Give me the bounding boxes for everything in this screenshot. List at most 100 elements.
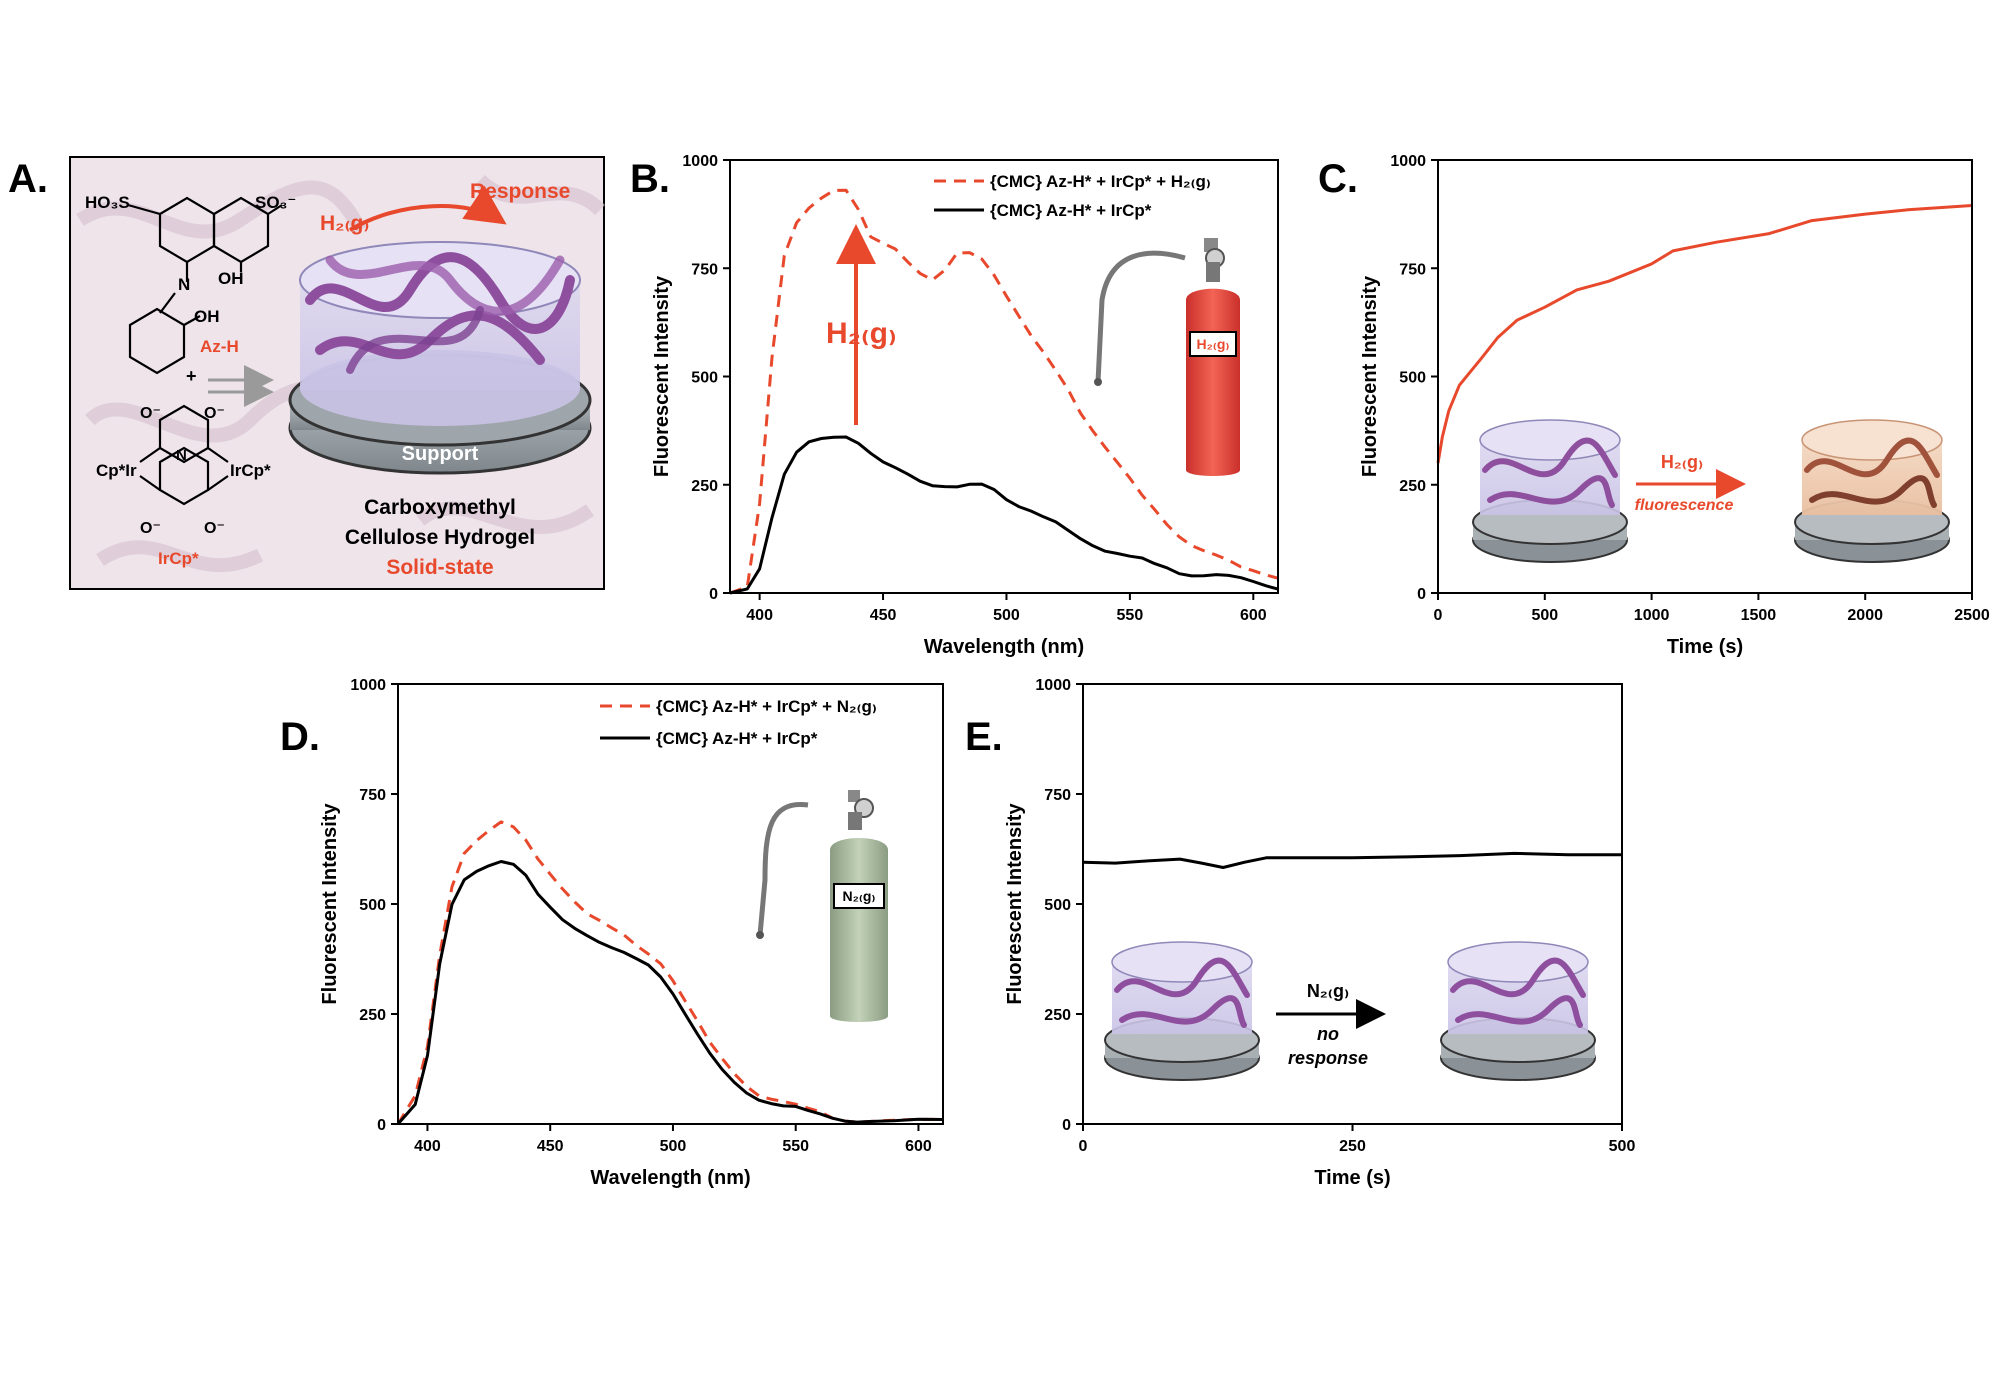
chart-c-xlabel: Time (s) <box>1667 636 1743 658</box>
chart-e-ytick-label: 250 <box>1044 1007 1071 1024</box>
chart-c-ytick-label: 750 <box>1399 261 1426 278</box>
chart-c-ytick-label: 1000 <box>1390 153 1426 170</box>
label-plus: + <box>186 366 197 386</box>
chart-e-xtick-label: 250 <box>1339 1138 1366 1155</box>
label-n-atom: N <box>176 447 187 464</box>
response-arrow <box>348 185 507 232</box>
chart-b-ytick-label: 0 <box>709 586 718 603</box>
chart-b: 400 450 500 550 600 0 250 500 750 1000 Wavelength … <box>651 153 1279 658</box>
label-h2g-arrow: H₂₍g₎ <box>826 317 897 350</box>
label-so3: SO₃⁻ <box>255 193 296 212</box>
chart-e-ytick-label: 500 <box>1044 897 1071 914</box>
chart-e-ylabel: Fluorescent Intensity <box>1004 803 1026 1005</box>
panel-c: C. 0 500 1000 1500 2000 2500 0 250 500 750 1000 Tim… <box>1318 153 1990 658</box>
chart-d: 400 450 500 550 600 0 250 500 750 1000 Wavelength … <box>319 677 944 1189</box>
legend-d-label-1: {CMC} Az-H* + IrCp* + N₂₍g₎ <box>656 697 877 716</box>
label-o-top-left: O⁻ <box>140 405 161 422</box>
chart-b-xtick-label: 500 <box>993 607 1020 624</box>
chart-e-ytick-label: 1000 <box>1035 677 1071 694</box>
panel-b: B. 400 450 500 550 600 0 250 500 750 1000 Waveleng… <box>630 153 1279 658</box>
inset-sublabel-e-1: no <box>1317 1024 1339 1044</box>
inset-gel-before-e <box>1104 941 1260 1081</box>
label-o-top-right: O⁻ <box>204 405 225 422</box>
panel-d: D. 400 450 500 550 600 0 250 500 750 1000 Waveleng… <box>280 677 944 1189</box>
chart-d-ytick-label: 250 <box>359 1007 386 1024</box>
chart-c: 0 500 1000 1500 2000 2500 0 250 500 750 1000 Time (… <box>1359 153 1990 658</box>
inset-sublabel-c: fluorescence <box>1635 497 1734 514</box>
panel-letter-e: E. <box>965 715 1003 759</box>
label-oh-phenol: OH <box>194 307 220 326</box>
chart-e-ytick-label: 750 <box>1044 787 1071 804</box>
chart-d-series-1 <box>396 820 944 1125</box>
chart-b-ylabel: Fluorescent Intensity <box>651 275 673 477</box>
chart-b-ytick-label: 1000 <box>682 153 718 170</box>
label-o-bottom-left: O⁻ <box>140 520 161 537</box>
panel-letter-a: A. <box>8 157 48 201</box>
inset-gel-after-e <box>1440 941 1596 1081</box>
label-imine-n: N <box>178 275 190 294</box>
label-h2g-a: H₂₍g₎ <box>320 212 369 235</box>
chart-c-xtick-label: 2500 <box>1954 607 1990 624</box>
inset-label-e: N₂₍g₎ <box>1307 981 1349 1001</box>
label-ircp: IrCp* <box>158 549 199 568</box>
panel-e: E. 0 250 500 0 250 500 750 1000 Time (s) Fluoresc… <box>965 677 1635 1189</box>
label-ho3s: HO₃S <box>85 193 130 212</box>
legend-b-label-1: {CMC} Az-H* + IrCp* + H₂₍g₎ <box>990 172 1211 191</box>
inset-label-c: H₂₍g₎ <box>1661 452 1703 472</box>
legend-b-label-2: {CMC} Az-H* + IrCp* <box>990 201 1152 220</box>
chart-c-xtick-label: 500 <box>1531 607 1558 624</box>
panel-letter-b: B. <box>630 157 670 201</box>
chart-b-ytick-label: 750 <box>691 261 718 278</box>
chart-c-xtick-label: 1000 <box>1634 607 1670 624</box>
chart-e-xtick-label: 500 <box>1609 1138 1636 1155</box>
chart-d-xtick-label: 450 <box>537 1138 564 1155</box>
chart-d-xtick-label: 600 <box>905 1138 932 1155</box>
label-support: Support <box>402 443 479 465</box>
chart-b-series-1 <box>729 188 1279 595</box>
chart-d-series-2 <box>396 860 944 1125</box>
chart-e: 0 250 500 0 250 500 750 1000 Time (s) Fluorescent… <box>1004 677 1635 1189</box>
chart-d-xtick-label: 400 <box>414 1138 441 1155</box>
caption-line-3: Solid-state <box>386 556 493 579</box>
inset-gel-before-c <box>1472 419 1628 563</box>
chart-b-series-2 <box>729 435 1279 595</box>
ircp-structure <box>139 404 229 506</box>
chart-d-ylabel: Fluorescent Intensity <box>319 803 341 1005</box>
chart-c-ytick-label: 500 <box>1399 370 1426 387</box>
chart-b-xtick-label: 400 <box>746 607 773 624</box>
label-oh-naph: OH <box>218 269 244 288</box>
h2-tank-icon <box>1094 238 1240 476</box>
chart-e-xlabel: Time (s) <box>1314 1167 1390 1189</box>
chart-b-xtick-label: 550 <box>1117 607 1144 624</box>
chart-b-xlabel: Wavelength (nm) <box>924 636 1084 658</box>
caption-line-2: Cellulose Hydrogel <box>345 526 535 549</box>
chart-d-xtick-label: 500 <box>660 1138 687 1155</box>
tank-label-n2: N₂₍g₎ <box>843 888 876 904</box>
label-ircp-right: IrCp* <box>230 461 271 480</box>
chart-c-ytick-label: 0 <box>1417 586 1426 603</box>
hydrogel-illustration <box>288 241 592 475</box>
inset-sublabel-e-2: response <box>1288 1048 1368 1068</box>
inset-gel-after-c <box>1794 419 1950 563</box>
chart-c-xtick-label: 2000 <box>1847 607 1883 624</box>
chart-b-ytick-label: 250 <box>691 478 718 495</box>
chart-c-xtick-label: 0 <box>1434 607 1443 624</box>
chart-d-xlabel: Wavelength (nm) <box>590 1167 750 1189</box>
chart-d-ytick-label: 500 <box>359 897 386 914</box>
chart-c-xtick-label: 1500 <box>1741 607 1777 624</box>
azh-structure <box>127 196 283 375</box>
chart-c-series-1 <box>1436 204 1973 464</box>
label-azh: Az-H <box>200 337 239 356</box>
chart-b-xtick-label: 600 <box>1240 607 1267 624</box>
chart-c-ytick-label: 250 <box>1399 478 1426 495</box>
chart-b-xtick-label: 450 <box>870 607 897 624</box>
chart-d-ytick-label: 0 <box>377 1117 386 1134</box>
n2-tank-icon <box>756 790 888 1022</box>
panel-letter-d: D. <box>280 715 320 759</box>
chart-e-xtick-label: 0 <box>1079 1138 1088 1155</box>
chart-d-ytick-label: 750 <box>359 787 386 804</box>
caption-line-1: Carboxymethyl <box>364 496 516 519</box>
label-o-bottom-right: O⁻ <box>204 520 225 537</box>
panel-a: A. HO₃S SO₃⁻ N OH <box>8 156 605 590</box>
